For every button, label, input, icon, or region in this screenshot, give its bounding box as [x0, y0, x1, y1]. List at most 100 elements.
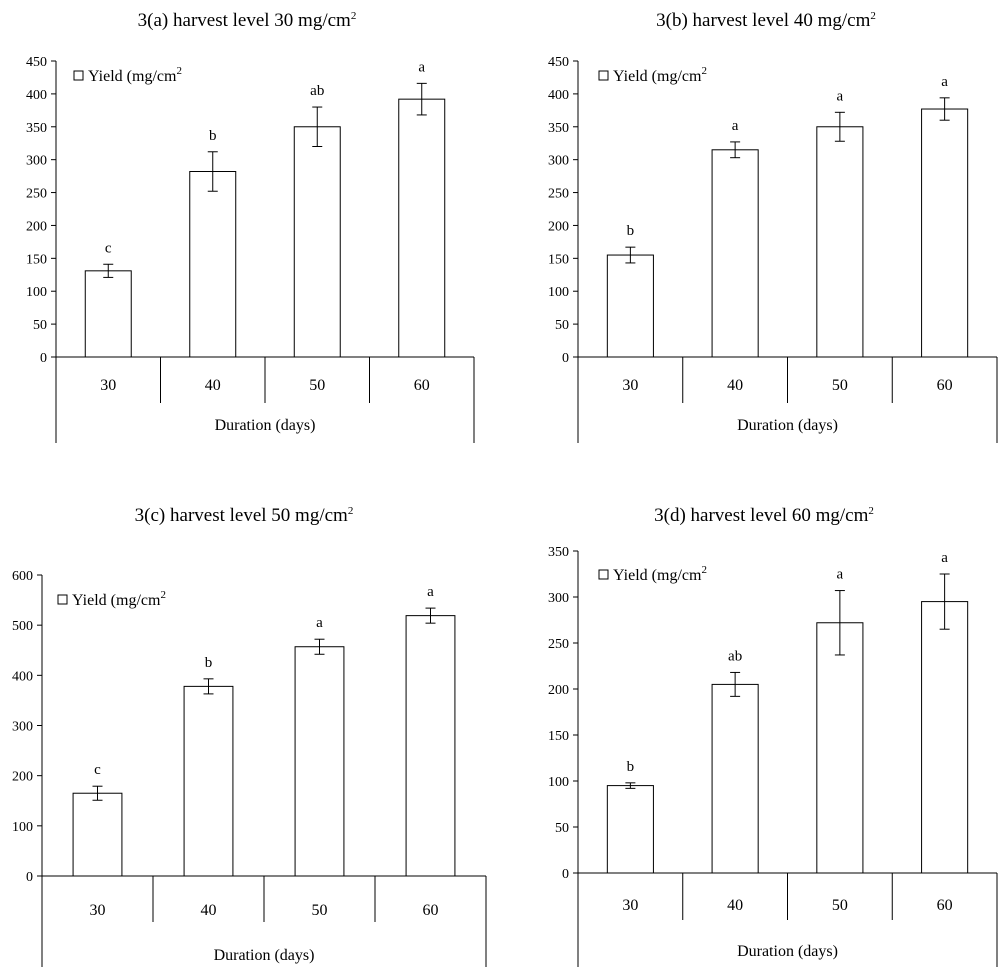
y-tick-label: 0	[40, 351, 47, 366]
y-tick-label: 300	[548, 591, 569, 606]
chart-panel-3: 3(c) harvest level 50 mg/cm2 0 100 200 300 40…	[12, 505, 487, 967]
legend-label: Yield (mg/cm2	[613, 65, 707, 85]
y-tick-label: 400	[548, 88, 569, 103]
bar	[816, 622, 864, 874]
x-tick-label: 50	[309, 377, 325, 394]
y-tick-label: 450	[26, 55, 47, 70]
y-tick-label: 250	[26, 187, 47, 202]
y-tick-label: 400	[26, 88, 47, 103]
y-tick-label: 100	[548, 285, 569, 300]
x-tick-label: 40	[205, 377, 221, 394]
significance-label: b	[209, 128, 217, 144]
bar	[405, 615, 456, 877]
bar	[606, 785, 654, 874]
legend-swatch	[73, 70, 84, 81]
chart-panel-1: 3(a) harvest level 30 mg/cm2 0 50 100 150 200…	[26, 10, 475, 443]
bar	[606, 254, 654, 358]
significance-label: a	[732, 118, 739, 134]
y-tick-label: 100	[12, 820, 33, 835]
x-tick-label: 30	[100, 377, 116, 394]
chart-panel-4: 3(d) harvest level 60 mg/cm2 0 50 100 150 200…	[548, 505, 998, 967]
significance-label: b	[627, 759, 635, 775]
significance-label: a	[418, 59, 425, 75]
chart-panel-2: 3(b) harvest level 40 mg/cm2 0 50 100 150 200…	[548, 10, 998, 443]
y-tick-label: 100	[26, 285, 47, 300]
x-tick-label: 40	[727, 897, 743, 914]
x-tick-label: 60	[937, 377, 953, 394]
significance-label: c	[105, 240, 112, 256]
significance-label: ab	[728, 648, 742, 664]
significance-label: c	[94, 762, 101, 778]
x-axis-title: Duration (days)	[737, 417, 838, 434]
chart-title: 3(d) harvest level 60 mg/cm2	[654, 505, 874, 526]
y-tick-label: 300	[12, 720, 33, 735]
y-tick-label: 0	[562, 867, 569, 882]
significance-label: b	[627, 223, 635, 239]
bar	[72, 792, 123, 877]
x-tick-label: 50	[832, 897, 848, 914]
y-tick-label: 150	[26, 252, 47, 267]
y-tick-label: 350	[26, 121, 47, 136]
y-tick-label: 300	[548, 154, 569, 169]
y-tick-label: 200	[12, 770, 33, 785]
significance-label: b	[205, 655, 213, 671]
chart-title: 3(a) harvest level 30 mg/cm2	[138, 10, 357, 31]
y-tick-label: 250	[548, 637, 569, 652]
y-tick-label: 500	[12, 619, 33, 634]
y-tick-label: 0	[562, 351, 569, 366]
y-tick-label: 350	[548, 545, 569, 560]
significance-label: a	[427, 584, 434, 600]
y-tick-label: 0	[26, 870, 33, 885]
x-tick-label: 50	[832, 377, 848, 394]
x-tick-label: 60	[414, 377, 430, 394]
bar	[711, 149, 759, 358]
x-tick-label: 30	[90, 902, 106, 919]
legend-label: Yield (mg/cm2	[72, 589, 166, 609]
y-tick-label: 200	[548, 219, 569, 234]
bar	[183, 685, 234, 877]
legend-swatch	[57, 594, 68, 605]
y-tick-label: 200	[26, 219, 47, 234]
legend-swatch	[598, 569, 609, 580]
x-axis-title: Duration (days)	[215, 417, 316, 434]
chart-title: 3(b) harvest level 40 mg/cm2	[656, 10, 876, 31]
significance-label: a	[316, 615, 323, 631]
y-tick-label: 600	[12, 569, 33, 584]
legend-label: Yield (mg/cm2	[88, 65, 182, 85]
bar	[293, 126, 341, 358]
x-tick-label: 30	[622, 897, 638, 914]
significance-label: ab	[310, 83, 324, 99]
significance-label: a	[837, 88, 844, 104]
bar	[84, 270, 132, 358]
legend-swatch	[598, 70, 609, 81]
significance-label: a	[941, 550, 948, 566]
x-tick-label: 60	[423, 902, 439, 919]
x-tick-label: 60	[937, 897, 953, 914]
y-tick-label: 250	[548, 187, 569, 202]
bar	[294, 646, 345, 877]
y-tick-label: 50	[33, 318, 47, 333]
y-tick-label: 150	[548, 729, 569, 744]
y-tick-label: 50	[555, 318, 569, 333]
x-axis-title: Duration (days)	[737, 943, 838, 960]
x-tick-label: 40	[201, 902, 217, 919]
y-tick-label: 150	[548, 252, 569, 267]
y-tick-label: 300	[26, 154, 47, 169]
y-tick-label: 200	[548, 683, 569, 698]
chart-title: 3(c) harvest level 50 mg/cm2	[135, 505, 354, 526]
y-tick-label: 50	[555, 821, 569, 836]
x-axis-title: Duration (days)	[214, 947, 315, 964]
bar	[816, 126, 864, 358]
bar	[189, 171, 237, 358]
bar	[398, 98, 446, 358]
legend-label: Yield (mg/cm2	[613, 564, 707, 584]
x-tick-label: 40	[727, 377, 743, 394]
significance-label: a	[837, 567, 844, 583]
bar	[711, 683, 759, 874]
y-tick-label: 450	[548, 55, 569, 70]
y-tick-label: 100	[548, 775, 569, 790]
bar	[921, 108, 969, 358]
y-tick-label: 350	[548, 121, 569, 136]
y-tick-label: 400	[12, 669, 33, 684]
